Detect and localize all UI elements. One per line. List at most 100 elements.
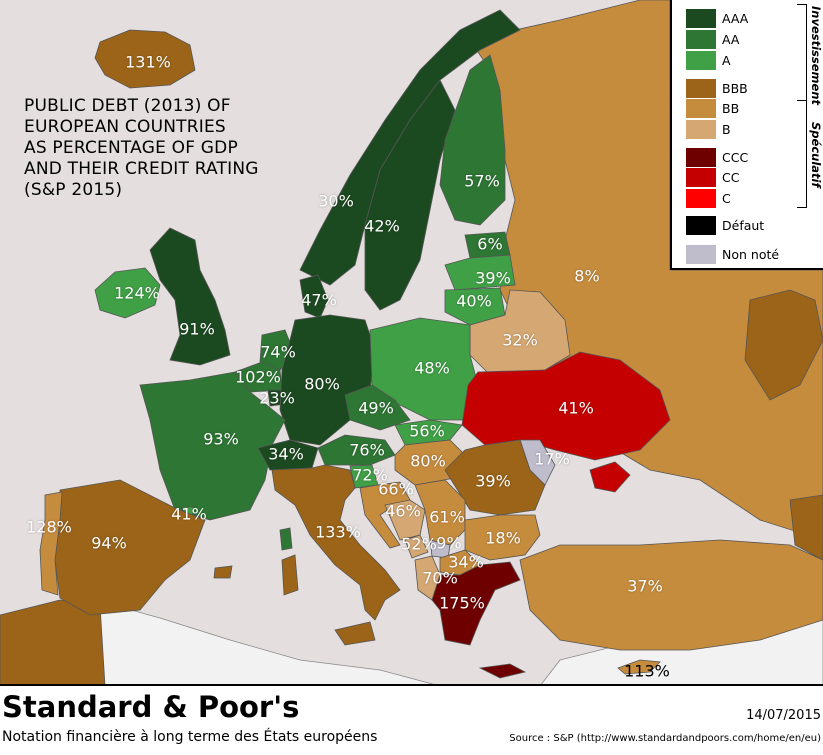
country-morocco xyxy=(0,599,106,684)
legend-label: C xyxy=(722,190,731,206)
label-croatia: 66% xyxy=(378,479,414,499)
label-moldova: 17% xyxy=(534,449,570,469)
country-greece xyxy=(431,561,521,646)
footer-source: Source : S&P (http://www.standardandpoor… xyxy=(509,733,821,744)
country-georgia xyxy=(744,289,823,401)
legend-swatch xyxy=(686,29,716,49)
label-belarus: 32% xyxy=(502,330,538,350)
country-montenegro xyxy=(404,534,429,559)
label-cyprus: 113% xyxy=(624,661,670,681)
country-latvia xyxy=(444,254,516,291)
country-portugal xyxy=(39,491,63,596)
legend-item: B xyxy=(686,119,731,139)
label-czech-republic: 49% xyxy=(358,398,394,418)
label-netherlands: 74% xyxy=(260,342,296,362)
legend-item: CCC xyxy=(686,147,748,167)
label-latvia: 39% xyxy=(475,268,511,288)
map: PUBLIC DEBT (2013) OF EUROPEAN COUNTRIES… xyxy=(0,0,823,686)
country-united-kingdom xyxy=(149,227,231,366)
legend-swatch xyxy=(686,215,716,235)
label-poland: 48% xyxy=(414,358,450,378)
label-albania: 70% xyxy=(422,568,458,588)
legend-item: A xyxy=(686,50,731,70)
country-serbia xyxy=(414,479,466,546)
legend-label: CCC xyxy=(722,149,749,165)
legend: AAA AA A BBB BB B CCC CC C Défaut Non noté Investis… xyxy=(670,0,823,270)
legend-group-investment: Investissement xyxy=(809,6,823,106)
country-cyprus xyxy=(617,659,661,675)
country-switzerland xyxy=(257,439,319,471)
label-romania: 39% xyxy=(475,471,511,491)
legend-item: Non noté xyxy=(686,244,779,264)
label-andorra: 41% xyxy=(171,504,207,524)
label-slovenia: 72% xyxy=(352,465,388,485)
country-turkey xyxy=(519,539,823,651)
legend-label: BBB xyxy=(722,80,748,96)
country-azerbaijan xyxy=(789,494,823,561)
legend-swatch xyxy=(686,244,716,264)
label-denmark: 47% xyxy=(301,290,337,310)
label-ireland: 124% xyxy=(114,283,160,303)
label-germany: 80% xyxy=(304,374,340,394)
country-romania xyxy=(444,439,546,516)
legend-label: Non noté xyxy=(722,246,780,262)
footer-title: Standard & Poor's xyxy=(2,690,300,724)
legend-item: CC xyxy=(686,167,739,187)
legend-swatch xyxy=(686,119,716,139)
label-belgium: 102% xyxy=(235,367,281,387)
legend-swatch xyxy=(686,167,716,187)
country-bulgaria xyxy=(464,514,541,561)
legend-swatch xyxy=(686,147,716,167)
footer-subtitle: Notation financière à long terme des Éta… xyxy=(2,729,378,745)
legend-item: C xyxy=(686,188,731,208)
legend-label: AA xyxy=(722,31,740,47)
country-bosnia xyxy=(384,499,426,541)
label-hungary: 80% xyxy=(410,451,446,471)
label-norway: 30% xyxy=(318,191,354,211)
legend-group-speculative: Spéculatif xyxy=(809,122,823,188)
country-greece-crete xyxy=(478,663,527,679)
label-montenegro: 52% xyxy=(401,534,437,554)
country-italy-sardinia xyxy=(281,554,299,596)
country-italy-sicily xyxy=(334,621,376,646)
legend-swatch xyxy=(686,188,716,208)
footer-date: 14/07/2015 xyxy=(746,708,821,723)
label-portugal: 128% xyxy=(26,517,72,537)
country-czech-republic xyxy=(344,384,411,431)
legend-swatch xyxy=(686,98,716,118)
label-iceland: 131% xyxy=(125,52,171,72)
label-kosovo: 9% xyxy=(436,533,462,553)
label-lithuania: 40% xyxy=(456,291,492,311)
legend-item: AA xyxy=(686,29,739,49)
legend-bracket-speculative xyxy=(797,100,807,208)
country-crimea xyxy=(589,461,631,493)
map-title: PUBLIC DEBT (2013) OF EUROPEAN COUNTRIES… xyxy=(24,96,259,200)
label-estonia: 6% xyxy=(477,234,503,254)
legend-label: AAA xyxy=(722,10,749,26)
country-iceland xyxy=(94,29,196,89)
country-spain-balearic xyxy=(213,565,233,579)
label-macedonia: 34% xyxy=(448,552,484,572)
map-canvas xyxy=(0,0,823,684)
country-norway xyxy=(299,9,521,286)
label-switzerland: 34% xyxy=(268,444,304,464)
label-sweden: 42% xyxy=(364,216,400,236)
legend-item: AAA xyxy=(686,8,748,28)
legend-label: Défaut xyxy=(722,217,765,233)
legend-swatch xyxy=(686,50,716,70)
label-ukraine: 41% xyxy=(558,398,594,418)
legend-label: CC xyxy=(722,169,740,185)
label-serbia: 61% xyxy=(429,507,465,527)
label-italy: 133% xyxy=(315,522,361,542)
country-slovakia xyxy=(394,419,463,446)
legend-bracket-investment xyxy=(797,4,807,101)
label-slovakia: 56% xyxy=(409,421,445,441)
country-france-corsica xyxy=(279,527,293,551)
label-russia: 8% xyxy=(574,266,600,286)
legend-item: BB xyxy=(686,98,739,118)
label-france: 93% xyxy=(203,429,239,449)
country-belarus xyxy=(469,289,571,376)
label-bulgaria: 18% xyxy=(485,528,521,548)
label-finland: 57% xyxy=(464,171,500,191)
country-italy xyxy=(271,464,401,621)
